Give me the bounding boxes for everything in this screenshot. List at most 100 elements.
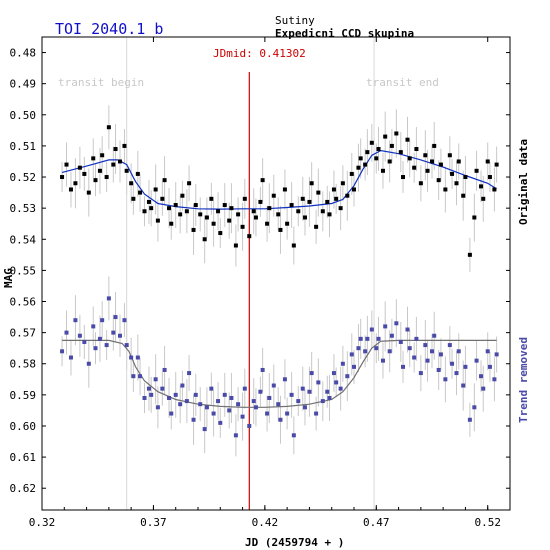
axes-layer: 0.48 0.49 0.50 0.51 0.52 0.53 0.54 0.55 0.56 0.57… bbox=[10, 36, 511, 529]
trend-removed-point bbox=[169, 411, 174, 416]
original-data-point bbox=[202, 237, 207, 242]
trend-removed-point bbox=[209, 386, 214, 391]
trend-removed-point bbox=[93, 346, 98, 351]
trend-removed-point bbox=[282, 377, 287, 382]
trend-removed-point bbox=[138, 374, 143, 379]
original-data-point bbox=[325, 199, 330, 204]
trend-removed-point bbox=[240, 414, 245, 419]
original-data-point bbox=[233, 243, 238, 248]
trend-removed-point bbox=[229, 395, 234, 400]
trend-removed-point bbox=[414, 336, 419, 341]
trend-removed-point bbox=[82, 339, 87, 344]
trend-removed-point bbox=[106, 296, 111, 301]
trend-removed-point bbox=[276, 402, 281, 407]
right-label-original: Original data bbox=[517, 139, 530, 225]
trend-removed-point bbox=[155, 405, 160, 410]
trend-removed-point bbox=[111, 330, 116, 335]
trend-removed-point bbox=[173, 392, 178, 397]
original-data-point bbox=[222, 203, 227, 208]
trend-removed-point bbox=[349, 352, 354, 357]
original-data-point bbox=[380, 168, 385, 173]
original-data-point bbox=[227, 218, 232, 223]
trend-removed-point bbox=[380, 358, 385, 363]
trend-removed-point bbox=[456, 349, 461, 354]
trend-removed-point bbox=[309, 371, 314, 376]
y-tick-label: 0.57 bbox=[10, 327, 37, 340]
trend-removed-point bbox=[394, 321, 399, 326]
trend-removed-point bbox=[193, 392, 198, 397]
trend-removed-point bbox=[291, 433, 296, 438]
original-data-point bbox=[289, 203, 294, 208]
y-tick-label: 0.50 bbox=[10, 109, 37, 122]
original-data-point bbox=[242, 196, 247, 201]
trend-removed-point bbox=[418, 371, 423, 376]
trend-removed-point bbox=[131, 374, 136, 379]
original-data-point bbox=[180, 193, 185, 198]
trend-removed-point bbox=[73, 318, 78, 323]
original-data-point bbox=[113, 147, 118, 152]
original-data-point bbox=[104, 175, 109, 180]
trend-removed-point bbox=[405, 327, 410, 332]
trend-removed-point bbox=[345, 374, 350, 379]
original-data-point bbox=[184, 209, 189, 214]
original-data-point bbox=[425, 168, 430, 173]
trend-removed-point bbox=[60, 349, 65, 354]
original-data-point bbox=[124, 168, 129, 173]
y-tick-label: 0.60 bbox=[10, 420, 37, 433]
original-data-point bbox=[111, 162, 116, 167]
trend-removed-point bbox=[100, 318, 105, 323]
original-data-point bbox=[77, 165, 82, 170]
trend-removed-point bbox=[454, 371, 459, 376]
original-data-point bbox=[106, 125, 111, 130]
original-data-point bbox=[320, 209, 325, 214]
original-data-point bbox=[474, 168, 479, 173]
trend-removed-point bbox=[285, 411, 290, 416]
original-data-point bbox=[135, 171, 140, 176]
original-data-point bbox=[492, 187, 497, 192]
original-data-point bbox=[100, 153, 105, 158]
x-tick-label: 0.47 bbox=[363, 516, 390, 529]
trend-removed-point bbox=[485, 349, 490, 354]
trend-removed-point bbox=[307, 389, 312, 394]
original-data-point bbox=[153, 187, 158, 192]
trend-removed-point bbox=[320, 399, 325, 404]
trend-removed-point bbox=[363, 349, 368, 354]
right-label-trend-removed: Trend removed bbox=[517, 337, 530, 423]
trend-removed-point bbox=[191, 417, 196, 422]
trend-removed-point bbox=[104, 343, 109, 348]
original-data-point bbox=[307, 199, 312, 204]
original-data-point bbox=[276, 212, 281, 217]
y-tick-label: 0.54 bbox=[10, 233, 37, 246]
original-data-point bbox=[456, 159, 461, 164]
trend-removed-point bbox=[327, 395, 332, 400]
trend-removed-point bbox=[180, 383, 185, 388]
y-tick-label: 0.53 bbox=[10, 202, 37, 215]
trend-removed-point bbox=[289, 392, 294, 397]
observer-line1: Sutiny bbox=[275, 14, 315, 27]
trend-removed-point bbox=[91, 324, 96, 329]
original-data-point bbox=[461, 193, 466, 198]
original-data-point bbox=[251, 209, 256, 214]
original-data-point bbox=[169, 221, 174, 226]
trend-removed-point bbox=[398, 339, 403, 344]
original-data-point bbox=[282, 187, 287, 192]
original-data-point bbox=[376, 147, 381, 152]
original-data-point bbox=[97, 168, 102, 173]
original-data-point bbox=[450, 171, 455, 176]
original-data-point bbox=[68, 187, 73, 192]
trend-removed-point bbox=[64, 330, 69, 335]
trend-removed-point bbox=[278, 417, 283, 422]
original-data-point bbox=[86, 190, 91, 195]
trend-removed-point bbox=[376, 336, 381, 341]
original-data-point bbox=[423, 153, 428, 158]
jdmid-label: JDmid: 0.41302 bbox=[213, 47, 306, 60]
original-data-point bbox=[430, 159, 434, 164]
original-data-point bbox=[260, 178, 265, 183]
x-tick-label: 0.37 bbox=[140, 516, 167, 529]
original-data-point bbox=[247, 234, 252, 239]
trend-removed-point bbox=[338, 386, 343, 391]
original-data-point bbox=[209, 196, 214, 201]
original-data-point bbox=[314, 224, 319, 229]
trend-removed-point bbox=[129, 355, 134, 360]
